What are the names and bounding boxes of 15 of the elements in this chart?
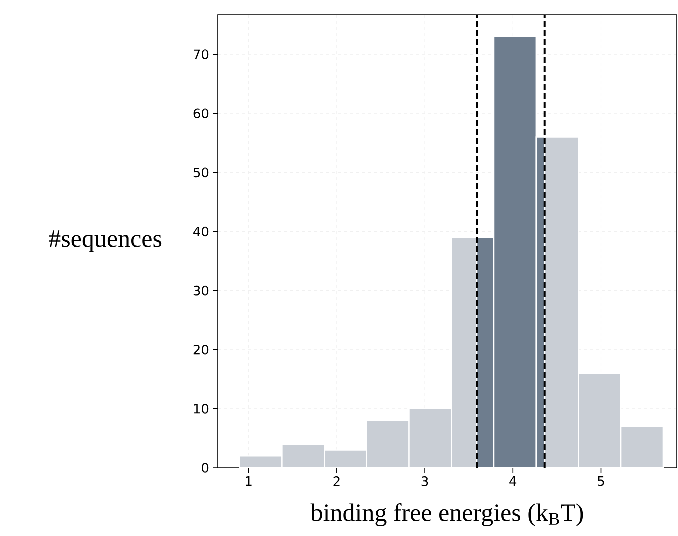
- y-tick-label: 50: [194, 168, 209, 178]
- y-tick-label: 40: [194, 226, 209, 237]
- x-tick-label: 3: [422, 476, 428, 486]
- y-tick-label: 60: [194, 108, 209, 119]
- y-tick-label: 20: [194, 344, 209, 355]
- x-axis-title: binding free energies (k$_{B}$T): [310, 504, 584, 527]
- x-tick-label: 5: [598, 476, 604, 486]
- y-tick-label: 30: [194, 286, 209, 296]
- x-tick-label: 2: [334, 476, 340, 486]
- x-tick-label: 1: [246, 476, 252, 486]
- y-tick-label: 0: [202, 463, 209, 473]
- x-tick-label: 4: [510, 476, 517, 486]
- y-tick-label: 70: [194, 50, 209, 60]
- y-tick-label: 10: [194, 404, 209, 414]
- y-axis-title: #sequences: [49, 230, 162, 252]
